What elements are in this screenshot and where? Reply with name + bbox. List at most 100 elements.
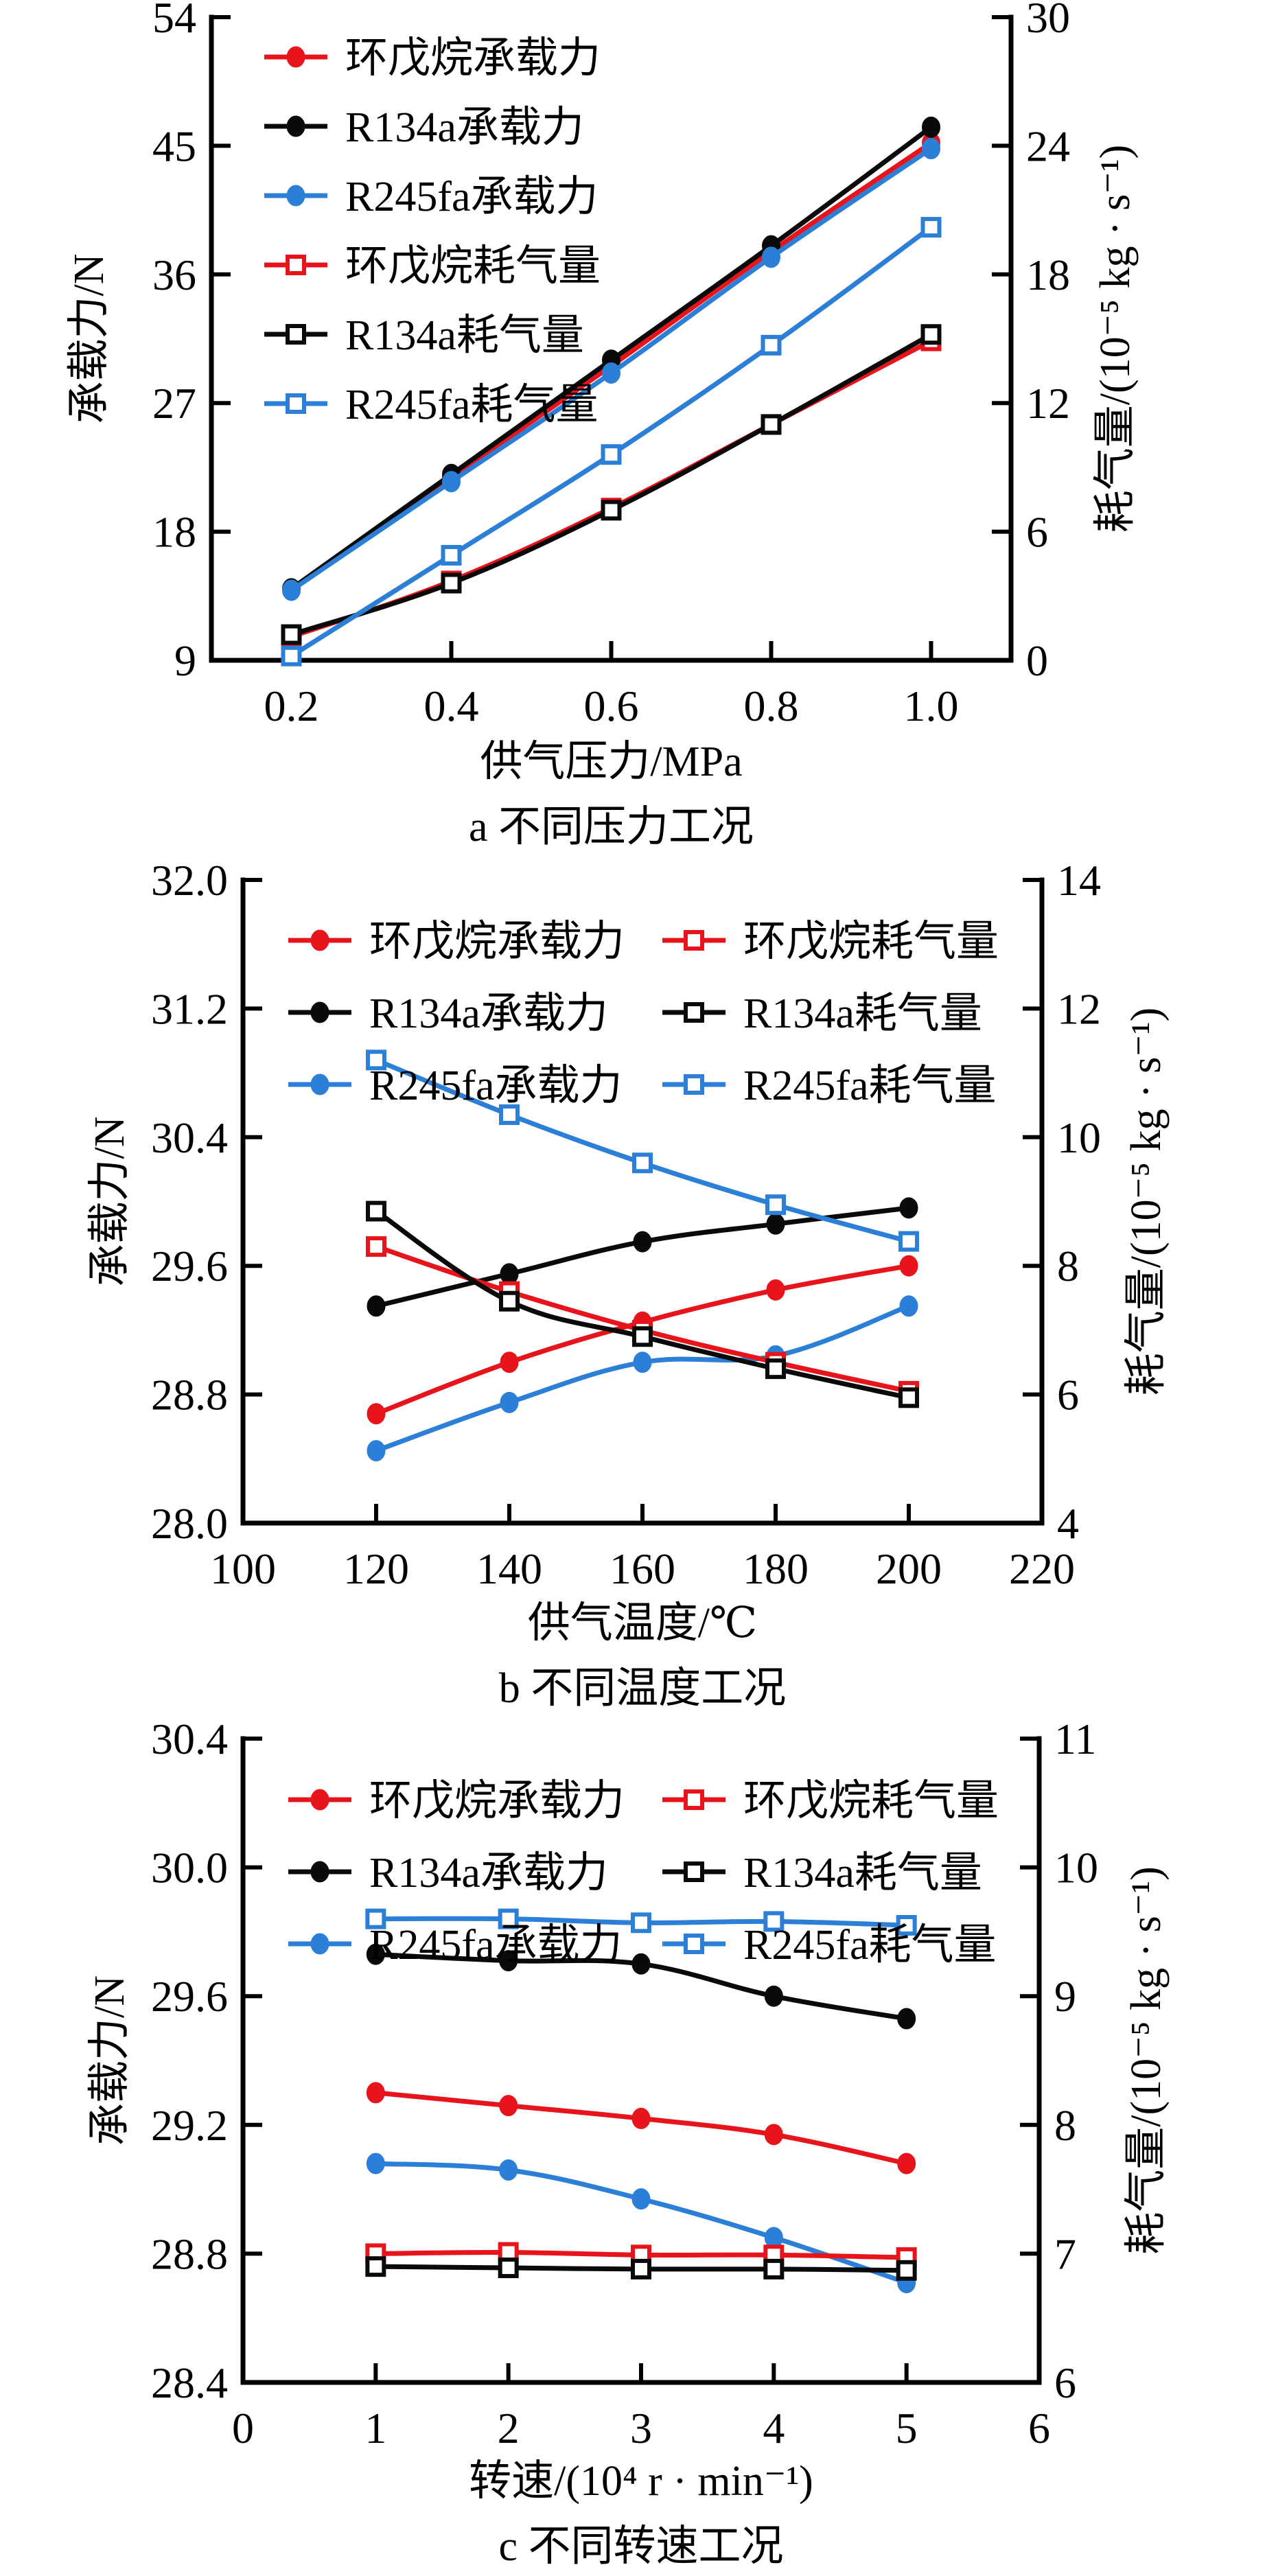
data-point [898,1387,919,1408]
square-marker-icon [684,1934,704,1954]
circle-marker-icon [310,1001,329,1023]
legend: 环戊烷承载力R134a承载力R245fa承载力环戊烷耗气量R134a耗气量R24… [264,35,601,428]
data-point [365,1908,386,1929]
data-point [441,544,462,566]
circle-marker-icon [286,115,305,137]
y2-tick-label: 6 [1054,2358,1076,2407]
x-tick-label: 120 [343,1544,409,1593]
y2-tick-label: 12 [1026,379,1070,428]
legend-item: R245fa承载力 [264,174,599,220]
data-point [366,2153,385,2174]
square-marker-icon [286,393,306,414]
data-point [499,1290,520,1312]
series-r245fa-load [282,138,940,601]
x-tick-label: 4 [763,2404,785,2452]
data-point [441,572,462,594]
legend: 环戊烷承载力R134a承载力R245fa承载力环戊烷耗气量R134a耗气量R24… [288,918,999,1109]
data-point [765,1194,786,1216]
series-r245fa-consumption [365,1908,917,1936]
legend-item: R245fa承载力 [288,1063,623,1109]
data-point [500,1391,519,1413]
legend-label: R245fa承载力 [369,1063,623,1109]
legend-label: R245fa耗气量 [345,382,599,428]
data-point [631,1953,651,1975]
data-point [920,217,942,238]
data-point [366,2082,385,2104]
data-point [763,2258,785,2279]
y-tick-label: 18 [152,508,196,557]
y2-axis-title: 耗气量/(10⁻⁵ kg · s⁻¹) [1123,1008,1170,1395]
legend-label: R245fa耗气量 [743,1063,997,1109]
circle-marker-icon [310,1789,329,1811]
data-point [499,2159,518,2181]
data-point [896,2260,917,2281]
legend-item: R134a承载力 [288,1850,608,1896]
x-axis-title: 转速/(10⁴ r · min⁻¹) [469,2458,813,2505]
legend-label: R134a承载力 [345,104,584,151]
data-point [632,1152,653,1174]
y2-tick-label: 11 [1054,1715,1097,1763]
data-point [367,1295,386,1317]
square-marker-icon [684,1074,704,1095]
data-point [898,1231,919,1252]
y-axis-title: 承载力/N [86,1975,133,2146]
legend-label: R245fa承载力 [369,1922,623,1969]
legend-label: 环戊烷耗气量 [743,1778,999,1824]
y2-tick-label: 0 [1026,636,1048,685]
x-axis-title: 供气温度/℃ [528,1600,758,1647]
y-tick-label: 28.0 [151,1499,228,1548]
legend-item: R134a耗气量 [662,990,982,1037]
square-marker-icon [684,1789,704,1810]
y2-tick-label: 9 [1054,1972,1076,2021]
legend-item: 环戊烷承载力 [264,35,601,82]
data-point [899,1295,918,1317]
y-tick-label: 32.0 [151,856,228,905]
legend-label: 环戊烷承载力 [369,918,625,965]
y-tick-label: 31.2 [151,984,228,1033]
data-point [764,2124,783,2146]
y-tick-label: 29.6 [151,1972,228,2021]
y2-axis-title: 耗气量/(10⁻⁵ kg · s⁻¹) [1092,145,1139,533]
data-point [766,1213,785,1235]
legend-item: R134a耗气量 [662,1850,982,1896]
y2-tick-label: 18 [1026,251,1070,299]
x-tick-label: 0.4 [424,682,479,730]
legend-item: R245fa承载力 [288,1922,623,1969]
data-point [766,1279,785,1301]
legend-item: R245fa耗气量 [662,1063,997,1109]
x-tick-label: 0.2 [264,682,319,730]
data-point [764,1985,783,2007]
data-point [281,645,302,666]
data-point [897,2008,916,2030]
legend-label: 环戊烷承载力 [369,1778,625,1824]
legend-label: R134a耗气量 [743,990,982,1037]
data-point [499,1104,520,1126]
panel-caption: a 不同压力工况 [469,804,754,850]
x-tick-label: 0 [232,2404,254,2452]
legend-item: 环戊烷承载力 [288,1778,625,1824]
data-point [281,624,302,645]
x-tick-label: 6 [1028,2404,1050,2452]
data-point [367,1440,386,1462]
y2-tick-label: 6 [1026,508,1048,557]
legend-label: R245fa承载力 [345,174,599,220]
square-marker-icon [286,324,306,345]
legend-item: R134a承载力 [288,990,608,1037]
circle-marker-icon [286,46,305,68]
circle-marker-icon [310,1074,329,1095]
y2-tick-label: 30 [1026,0,1070,42]
y2-tick-label: 6 [1057,1371,1079,1419]
square-marker-icon [684,1861,704,1882]
circle-marker-icon [310,1933,329,1955]
y2-tick-label: 10 [1057,1113,1101,1162]
y2-tick-label: 8 [1054,2101,1076,2150]
y2-tick-label: 7 [1054,2229,1076,2278]
legend: 环戊烷承载力 R134a承载力 R245fa承载力 环戊烷耗气量 R134a耗气量 R24… [288,1778,999,1969]
x-tick-label: 140 [476,1544,542,1593]
data-point [922,138,940,160]
legend-item: R245fa耗气量 [662,1922,997,1969]
circle-marker-icon [310,1861,329,1883]
legend-label: 环戊烷耗气量 [345,243,601,290]
data-point [282,579,301,601]
data-point [899,1255,918,1277]
